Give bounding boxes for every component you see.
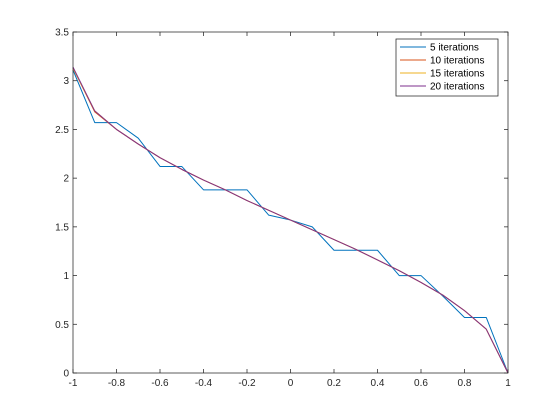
x-tick-label: 0.2 [327, 378, 341, 389]
series-line-4 [72, 66, 509, 374]
y-tick-label: 1.5 [55, 222, 69, 233]
y-tick-label: 0 [63, 369, 69, 380]
x-tick-label: -1 [69, 378, 78, 389]
x-tick-label: -0.2 [238, 378, 256, 389]
y-tick-label: 3.5 [55, 28, 69, 39]
y-tick-label: 1 [63, 271, 69, 282]
legend-label-4: 20 iterations [430, 82, 484, 93]
x-axis-ticks: -1 -0.8 -0.6 -0.4 -0.2 0 0.2 0.4 0.6 0.8 1 [69, 32, 511, 389]
y-tick-label: 3 [63, 76, 69, 87]
x-tick-label: 0.4 [371, 378, 385, 389]
x-tick-label: 0.6 [414, 378, 428, 389]
legend: 5 iterations 10 iterations 15 iterations 20… [395, 38, 499, 97]
series-group [72, 66, 509, 374]
x-tick-label: -0.6 [151, 378, 169, 389]
x-tick-label: 1 [505, 378, 511, 389]
y-tick-label: 0.5 [55, 320, 69, 331]
y-axis-ticks: 0 0.5 1 1.5 2 2.5 3 3.5 [55, 28, 508, 380]
y-tick-label: 2 [63, 174, 69, 185]
y-tick-label: 2.5 [55, 125, 69, 136]
x-tick-label: 0 [288, 378, 294, 389]
legend-label-1: 5 iterations [430, 43, 479, 54]
x-tick-label: -0.4 [195, 378, 213, 389]
x-tick-label: 0.8 [458, 378, 472, 389]
legend-label-2: 10 iterations [430, 56, 484, 67]
legend-label-3: 15 iterations [430, 69, 484, 80]
x-tick-label: -0.8 [108, 378, 126, 389]
